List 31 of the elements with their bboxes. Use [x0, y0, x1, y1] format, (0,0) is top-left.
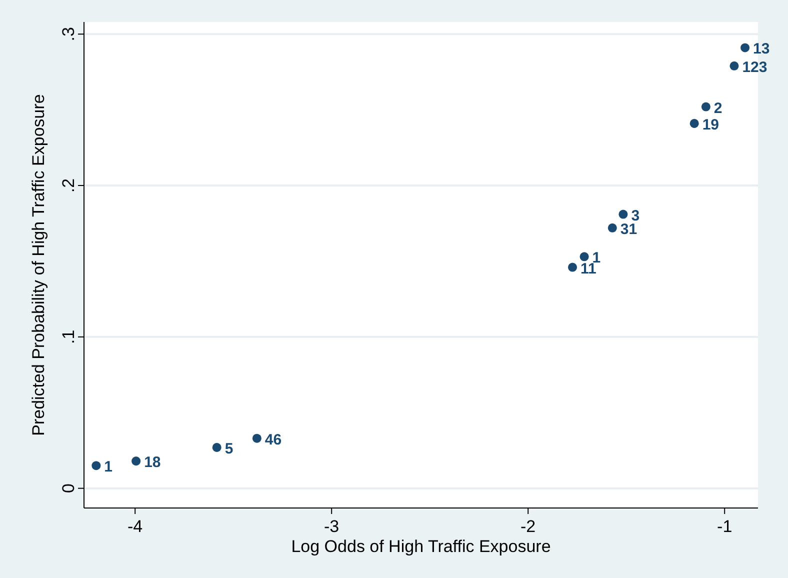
x-tick-label: -3 — [324, 517, 340, 536]
point — [92, 461, 101, 470]
annotation: 19 — [702, 116, 720, 134]
y-tick-label: .3 — [59, 27, 78, 42]
annotation: 46 — [264, 431, 282, 448]
point — [252, 434, 262, 443]
y-tick-label: .1 — [59, 330, 78, 344]
point — [568, 262, 578, 272]
annotation: 18 — [144, 454, 161, 472]
annotation: 2 — [714, 100, 722, 117]
point — [132, 456, 141, 466]
point — [740, 43, 750, 52]
point — [690, 118, 699, 128]
point — [212, 442, 222, 452]
point — [580, 252, 589, 262]
annotation: 1 — [592, 250, 601, 267]
point — [608, 223, 617, 232]
x-tick-label: -4 — [128, 517, 143, 536]
x-axis-title: Log Odds of High Traffic Exposure — [291, 537, 551, 556]
annotation: 123 — [742, 58, 768, 76]
annotation: 1 — [104, 458, 113, 476]
y-tick-label: 0 — [59, 484, 78, 494]
point — [730, 61, 739, 70]
y-axis-title: Predicted Probability of High Traffic Exposure — [29, 94, 48, 436]
point — [701, 102, 710, 112]
annotation: 5 — [224, 440, 234, 458]
x-tick-label: -2 — [520, 517, 536, 536]
annotation: 13 — [753, 40, 770, 58]
point — [618, 210, 628, 219]
x-tick-label: -1 — [717, 517, 732, 536]
y-tick-label: .2 — [59, 178, 78, 193]
